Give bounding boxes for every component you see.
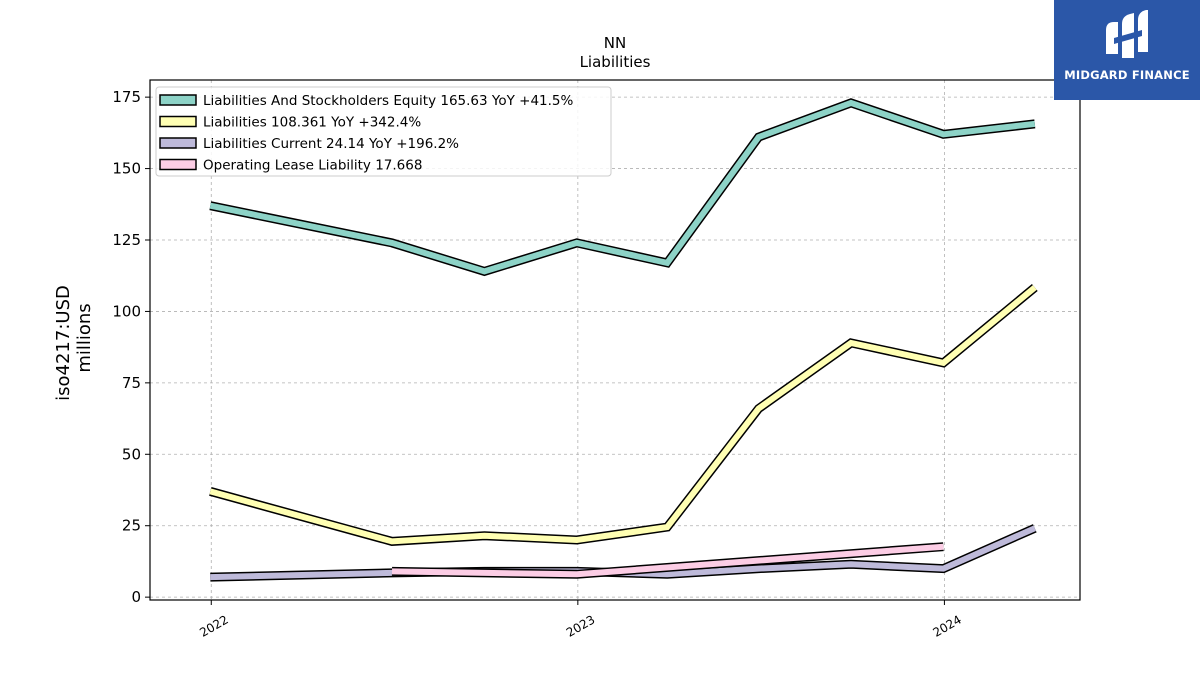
legend-label: Operating Lease Liability 17.668 xyxy=(203,158,422,174)
chart-subtitle: Liabilities xyxy=(580,53,651,71)
series-line-liabilities-and-stockholders-equity xyxy=(209,99,1036,275)
brand-name: MIDGARD FINANCE xyxy=(1064,68,1190,82)
y-tick-label: 100 xyxy=(112,302,141,320)
legend-swatch xyxy=(159,115,197,128)
y-tick-label: 125 xyxy=(112,231,141,249)
y-tick-label: 150 xyxy=(112,160,141,178)
y-tick-label: 25 xyxy=(122,517,141,535)
legend-swatch xyxy=(159,94,197,106)
legend-label: Liabilities Current 24.14 YoY +196.2% xyxy=(203,136,459,152)
legend: Liabilities And Stockholders Equity 165.… xyxy=(155,86,612,177)
y-axis-label: iso4217:USD xyxy=(53,285,74,401)
series-lines xyxy=(209,98,1038,582)
legend-swatch xyxy=(159,158,197,171)
brand-logo: MIDGARD FINANCE xyxy=(1054,0,1200,100)
y-tick-label: 50 xyxy=(122,445,141,463)
grid xyxy=(150,80,1080,600)
y-tick-label: 0 xyxy=(131,588,141,606)
y-tick-label: 175 xyxy=(112,88,141,106)
legend-label: Liabilities 108.361 YoY +342.4% xyxy=(203,115,421,131)
y-axis-label-units: millions xyxy=(74,303,95,372)
y-tick-label: 75 xyxy=(122,374,141,392)
y-axis: 0 25 50 75 100 125 150 175 xyxy=(112,88,150,606)
series-line-liabilities xyxy=(209,285,1037,545)
plot-frame xyxy=(149,79,1081,601)
legend-box xyxy=(155,86,612,177)
chart-title: NN xyxy=(604,34,626,52)
legend-swatch xyxy=(159,137,197,149)
legend-label: Liabilities And Stockholders Equity 165.… xyxy=(203,93,573,109)
midgard-logo-icon xyxy=(1106,10,1148,58)
series-line-operating-lease-liability xyxy=(391,543,944,578)
